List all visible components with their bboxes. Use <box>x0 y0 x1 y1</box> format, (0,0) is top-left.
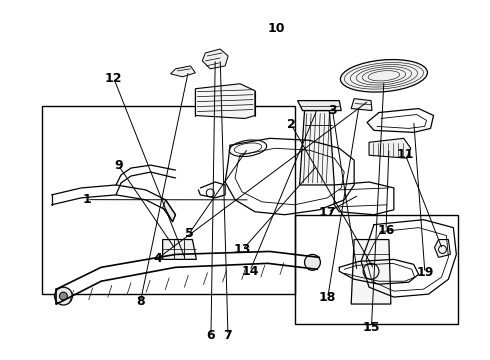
Polygon shape <box>163 239 196 260</box>
Text: 13: 13 <box>234 243 251 256</box>
Text: 5: 5 <box>185 227 194 240</box>
Polygon shape <box>171 66 196 77</box>
Text: 14: 14 <box>241 265 259 278</box>
Polygon shape <box>297 100 341 111</box>
Text: 8: 8 <box>136 295 145 308</box>
Polygon shape <box>196 84 255 118</box>
Text: 16: 16 <box>377 224 394 237</box>
Text: 6: 6 <box>207 329 215 342</box>
Circle shape <box>54 287 73 305</box>
Text: 9: 9 <box>114 159 123 172</box>
Text: 11: 11 <box>397 148 414 162</box>
Polygon shape <box>435 239 450 257</box>
Text: 2: 2 <box>287 118 295 131</box>
Text: 4: 4 <box>153 252 162 265</box>
Ellipse shape <box>341 59 427 92</box>
Polygon shape <box>351 239 391 304</box>
Circle shape <box>59 292 68 300</box>
Ellipse shape <box>229 140 267 157</box>
Polygon shape <box>369 138 411 158</box>
Text: 19: 19 <box>416 266 434 279</box>
Text: 17: 17 <box>319 206 337 219</box>
Text: 10: 10 <box>268 22 285 35</box>
Bar <box>294 215 458 324</box>
Text: 3: 3 <box>328 104 337 117</box>
Text: 12: 12 <box>105 72 122 85</box>
Polygon shape <box>163 200 175 222</box>
Text: 1: 1 <box>83 193 91 206</box>
Text: 18: 18 <box>319 291 336 305</box>
Text: 15: 15 <box>363 321 380 334</box>
Polygon shape <box>202 49 228 69</box>
Polygon shape <box>351 99 372 111</box>
Polygon shape <box>299 111 334 185</box>
Bar <box>42 105 294 294</box>
Circle shape <box>305 255 320 270</box>
Text: 7: 7 <box>223 329 232 342</box>
